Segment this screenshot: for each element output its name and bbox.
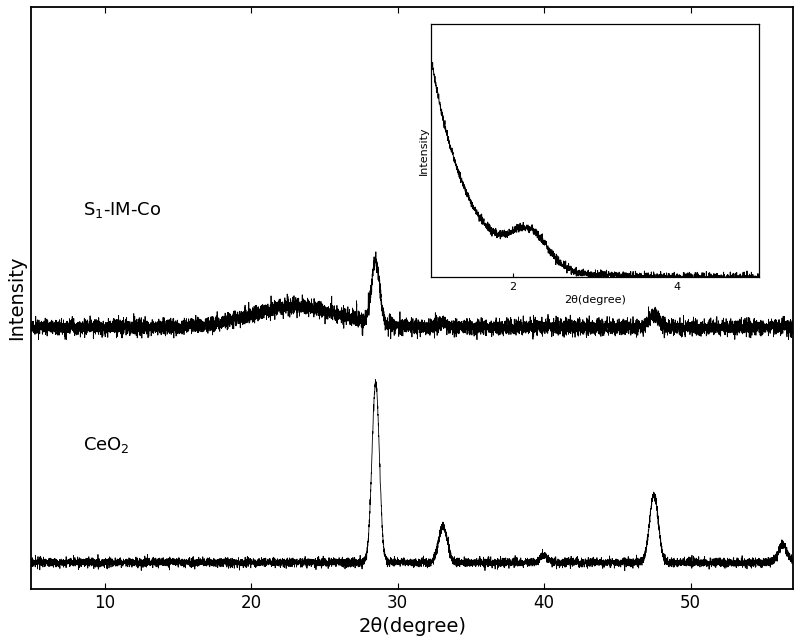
Y-axis label: Intensity: Intensity — [7, 255, 26, 340]
Text: CeO$_2$: CeO$_2$ — [82, 435, 130, 455]
Text: S$_1$-IM-Co: S$_1$-IM-Co — [82, 199, 162, 219]
X-axis label: 2θ(degree): 2θ(degree) — [358, 617, 466, 636]
